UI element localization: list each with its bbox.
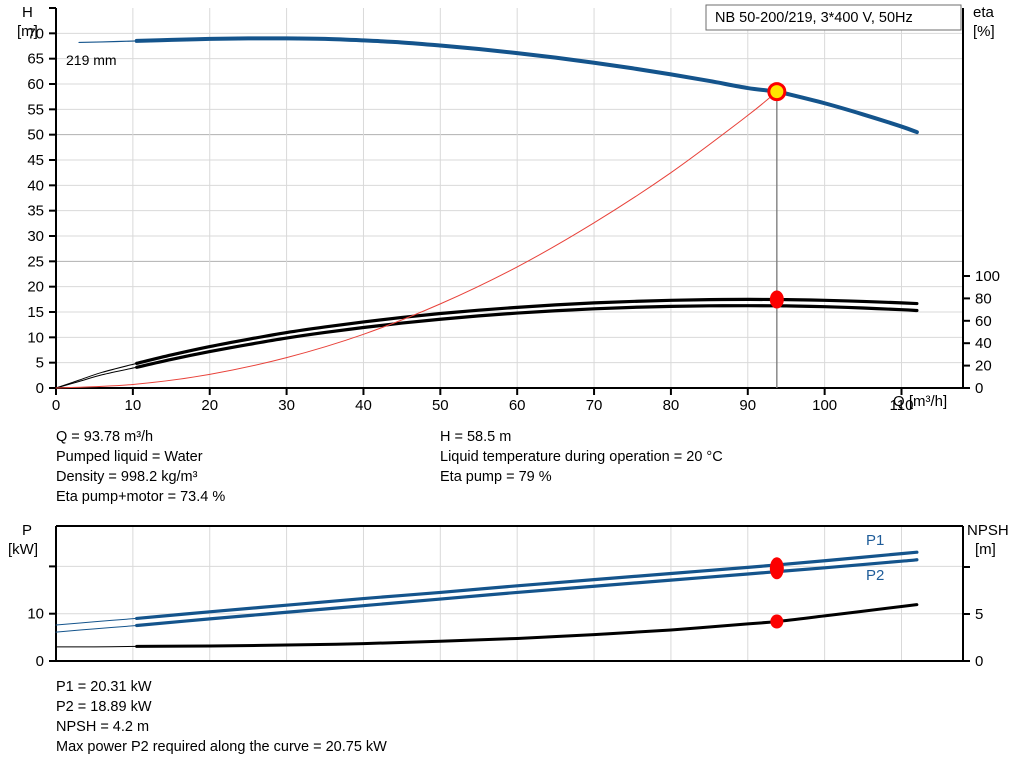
- top-x-tick-label: 110: [890, 397, 914, 414]
- top-r-axis-title-line2: [%]: [973, 23, 995, 40]
- top-x-tick-label: 80: [663, 397, 680, 414]
- info-left-line-4: Eta pump+motor = 73.4 %: [56, 489, 226, 505]
- head-eta-chart: 0510152025303540455055606570020406080100…: [17, 4, 1000, 414]
- bottom-series-4: [135, 603, 919, 648]
- top-y2-tick-label: 40: [975, 335, 992, 352]
- info-bottom-line-3: NPSH = 4.2 m: [56, 719, 150, 735]
- top-series-4: [135, 304, 919, 369]
- bottom-y2-tick-label: 0: [975, 653, 983, 670]
- top-y2-tick-label: 60: [975, 313, 992, 330]
- chart-legend: NB 50-200/219, 3*400 V, 50Hz: [705, 4, 962, 31]
- top-series-3: [55, 362, 138, 389]
- top-curves: [55, 36, 919, 389]
- top-y-tick-label: 40: [27, 177, 44, 194]
- top-series-2: [135, 297, 919, 365]
- bottom-series-0: [135, 550, 919, 621]
- info-left-line-2: Pumped liquid = Water: [56, 449, 203, 465]
- top-x-tick-label: 30: [278, 397, 295, 414]
- top-tick-labels: 0510152025303540455055606570020406080100…: [27, 25, 1000, 414]
- bottom-tick-labels: 0 10 0 5: [27, 606, 983, 670]
- series-label-p1: P1: [866, 532, 884, 549]
- legend-title: NB 50-200/219, 3*400 V, 50Hz: [715, 10, 913, 26]
- legend-box: [705, 4, 962, 31]
- info-bottom-line-2: P2 = 18.89 kW: [56, 699, 152, 715]
- top-y-tick-label: 25: [27, 253, 44, 270]
- top-x-tick-label: 70: [586, 397, 603, 414]
- top-series-0: [134, 36, 919, 135]
- bottom-y2-tick-label: 5: [975, 606, 983, 623]
- bottom-series-2: [135, 558, 919, 628]
- top-duty-markers: [767, 82, 787, 388]
- top-y-tick-label: 15: [27, 304, 44, 321]
- top-y-tick-label: 10: [27, 329, 44, 346]
- operating-info-right: H = 58.5 m Liquid temperature during oper…: [440, 427, 723, 487]
- top-series-6: [55, 91, 778, 389]
- bottom-series-1: [55, 617, 138, 626]
- top-r-axis-title-line1: eta: [973, 4, 995, 21]
- top-x-tick-label: 20: [201, 397, 218, 414]
- top-y-axis-title-line1: H: [22, 4, 33, 21]
- top-y-tick-label: 35: [27, 203, 44, 220]
- top-series-5: [55, 366, 138, 389]
- top-x-tick-label: 90: [739, 397, 756, 414]
- bottom-y-tick-label: 0: [36, 653, 44, 670]
- top-y2-tick-label: 80: [975, 290, 992, 307]
- top-y-tick-label: 45: [27, 152, 44, 169]
- head-duty-marker: [767, 82, 787, 102]
- top-series-1: [78, 40, 138, 44]
- info-right-line-2: Liquid temperature during operation = 20…: [440, 449, 723, 465]
- top-x-axis-title: Q [m³/h]: [893, 393, 947, 410]
- info-bottom-line-4: Max power P2 required along the curve = …: [56, 739, 387, 755]
- top-y-tick-label: 30: [27, 228, 44, 245]
- top-y-tick-label: 5: [36, 355, 44, 372]
- info-right-line-3: Eta pump = 79 %: [440, 469, 552, 485]
- top-y2-tick-label: 100: [975, 268, 1000, 285]
- bottom-series-5: [55, 645, 138, 648]
- top-y-tick-label: 20: [27, 279, 44, 296]
- top-y-axis-title-line2: [m]: [17, 23, 38, 40]
- top-y2-tick-label: 20: [975, 358, 992, 375]
- top-y-tick-label: 50: [27, 127, 44, 144]
- top-x-tick-label: 100: [812, 397, 837, 414]
- top-y-tick-label: 55: [27, 101, 44, 118]
- top-y-tick-label: 60: [27, 76, 44, 93]
- top-axes: [49, 7, 970, 395]
- bottom-grid: [56, 526, 963, 662]
- info-bottom-line-1: P1 = 20.31 kW: [56, 679, 152, 695]
- power-duty-marker: [769, 557, 784, 580]
- bottom-duty-markers: [769, 557, 784, 629]
- eta-duty-marker: [769, 290, 784, 309]
- bottom-y-tick-label: 10: [27, 606, 44, 623]
- top-grid: [56, 8, 963, 389]
- top-y-tick-label: 70: [27, 25, 44, 42]
- operating-info-left: Q = 93.78 m³/h Pumped liquid = Water Densi…: [56, 427, 225, 507]
- bottom-y-axis-title-line1: P: [22, 522, 32, 539]
- bottom-series-3: [55, 625, 138, 633]
- impeller-size-label: 219 mm: [66, 52, 117, 68]
- top-x-tick-label: 0: [52, 397, 60, 414]
- bottom-axes: [49, 525, 970, 662]
- top-x-tick-label: 60: [509, 397, 526, 414]
- top-x-tick-label: 50: [432, 397, 449, 414]
- info-right-line-1: H = 58.5 m: [440, 429, 512, 445]
- top-y-tick-label: 65: [27, 51, 44, 68]
- bottom-y-axis-title-line2: [kW]: [8, 541, 38, 558]
- top-x-tick-label: 40: [355, 397, 372, 414]
- series-label-p2: P2: [866, 567, 884, 584]
- info-left-line-3: Density = 998.2 kg/m³: [56, 469, 198, 485]
- npsh-duty-marker: [770, 614, 784, 629]
- top-y2-tick-label: 0: [975, 380, 983, 397]
- info-left-line-1: Q = 93.78 m³/h: [56, 429, 154, 445]
- power-info-block: P1 = 20.31 kW P2 = 18.89 kW NPSH = 4.2 m Ma…: [56, 677, 387, 757]
- top-x-tick-label: 10: [125, 397, 142, 414]
- power-npsh-chart: 0 10 0 5 P [kW] NPSH [m] P1 P2: [8, 522, 1009, 670]
- bottom-r-axis-title-line2: [m]: [975, 541, 996, 558]
- bottom-curves: [55, 550, 919, 648]
- top-y-tick-label: 0: [36, 380, 44, 397]
- bottom-r-axis-title-line1: NPSH: [967, 522, 1009, 539]
